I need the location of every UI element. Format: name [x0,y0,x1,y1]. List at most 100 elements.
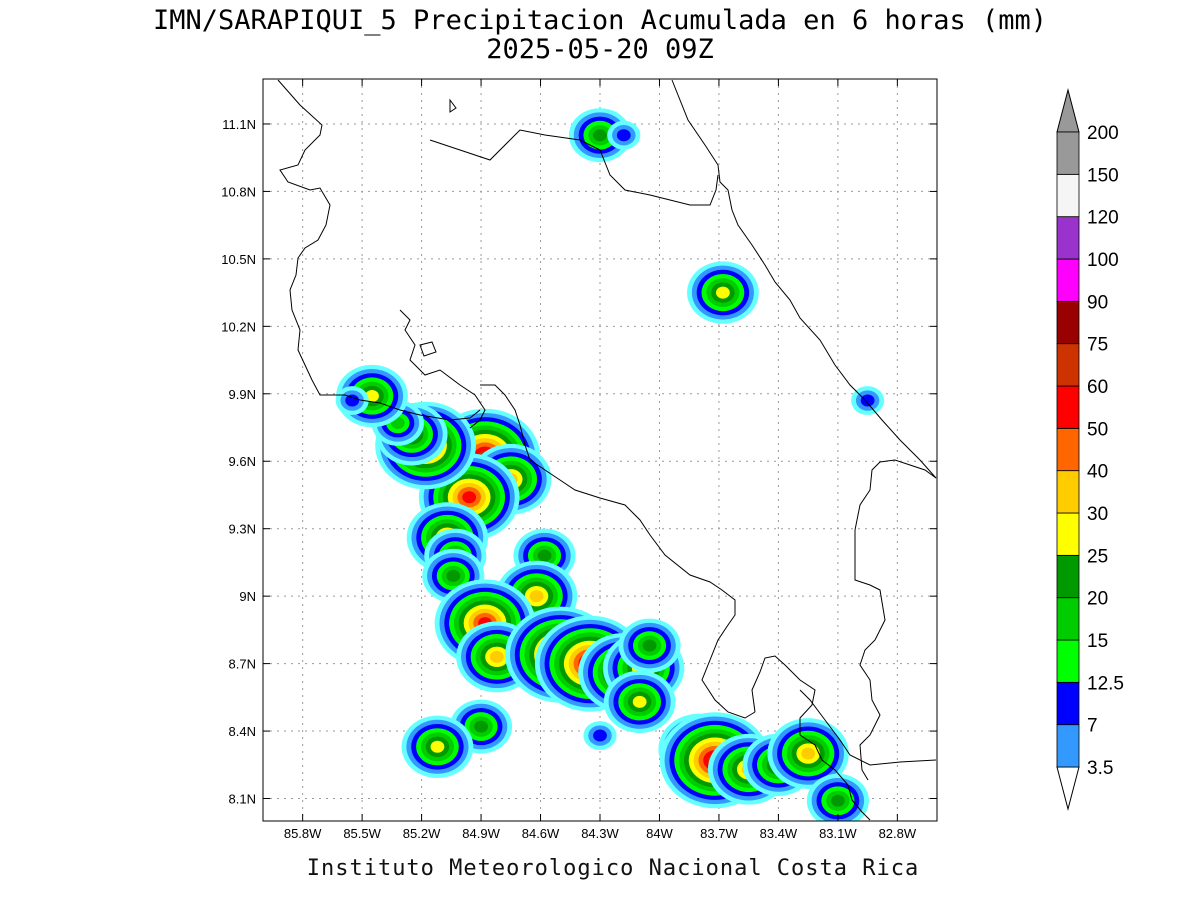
precip-cell [583,721,617,750]
precip-contour-25 [537,549,552,562]
legend-swatch-150 [1056,173,1080,218]
y-tick-label: 9.3N [229,522,256,537]
legend-label: 7 [1087,716,1098,737]
legend-label: 40 [1087,462,1108,483]
lake-shore [449,98,457,113]
colorbar-legend: 3.5 7 12.5 15 20 25 30 40 50 60 75 90 100 120 150 200 [1056,88,1124,811]
y-tick-label: 11.1N [222,117,256,132]
precip-cell [401,715,474,778]
legend-swatch-75 [1056,343,1080,387]
golfo-dulce-coast [799,689,937,766]
precip-contour-30 [430,740,445,753]
x-tick-label: 84.6W [522,826,560,841]
precip-contour-25 [446,569,461,582]
y-tick-label: 10.5N [221,252,256,267]
precip-cell [806,773,869,821]
legend-arrow-high [1056,88,1080,133]
y-tick-label: 9N [239,589,256,604]
precip-contour-60 [462,491,477,504]
footer-credit: Instituto Meteorologico Nacional Costa R… [306,856,920,881]
precip-contour-12.5 [860,394,875,407]
osa-peninsula [751,655,871,821]
legend-label: 25 [1087,546,1108,567]
x-tick-label: 84.3W [581,826,619,841]
legend-swatch-40 [1056,470,1080,514]
legend-label: 12.5 [1087,673,1124,694]
y-tick-label: 10.8N [221,184,256,199]
legend-label: 150 [1087,165,1119,186]
legend-label: 200 [1087,123,1119,144]
y-tick-label: 8.1N [229,792,256,807]
legend-swatch-15 [1056,639,1080,683]
precip-contour-40 [801,747,816,760]
x-tick-label: 82.8W [879,826,917,841]
legend-label: 20 [1087,589,1108,610]
legend-swatch-60 [1056,385,1080,429]
y-tick-label: 8.4N [229,724,256,739]
x-tick-label: 85.5W [343,826,381,841]
x-tick-label: 84W [646,826,673,841]
legend-label: 90 [1087,292,1108,313]
precip-contour-25 [593,129,607,142]
legend-swatch-120 [1056,216,1080,260]
legend-swatch-100 [1056,258,1080,302]
y-tick-label: 9.9N [229,387,256,402]
legend-label: 50 [1087,419,1108,440]
legend-swatch-30 [1056,512,1080,556]
precip-cell [603,670,676,734]
precip-contour-25 [474,720,488,733]
x-tick-label: 83.7W [700,826,738,841]
y-tick-label: 9.6N [229,454,256,469]
precip-contour-40 [529,590,544,603]
precip-cell [767,718,849,789]
precip-contour-12.5 [616,129,631,142]
legend-label: 60 [1087,377,1108,398]
precip-cell [687,261,759,324]
puntarenas-coast [480,384,756,719]
precipitation-field [335,108,885,821]
x-tick-label: 84.9W [462,826,500,841]
precip-contour-12.5 [593,729,607,742]
legend-label: 75 [1087,335,1108,356]
precip-contour-30 [716,286,730,299]
precip-contour-25 [830,794,845,807]
nicoya-gulf-coast [399,309,486,429]
nicaragua-pacific-coast [277,79,481,421]
x-axis-ticks: 85.8W 85.5W 85.2W 84.9W 84.6W 84.3W 84W 83.7W 83… [284,79,917,841]
x-tick-label: 83.4W [760,826,798,841]
y-tick-label: 10.2N [221,319,256,334]
legend-swatch-50 [1056,427,1080,472]
legend-swatch-20 [1056,597,1080,641]
precip-cell [568,108,632,163]
x-tick-label: 83.1W [819,826,857,841]
legend-swatch-12.5 [1056,681,1080,726]
map-title: IMN/SARAPIQUI_5 Precipitacion Acumulada … [152,5,1048,36]
y-axis-ticks: 8.1N 8.4N 8.7N 9N 9.3N 9.6N 9.9N 10.2N 10.5N 10.8… [221,117,937,807]
precip-contour-12.5 [345,394,360,407]
caribbean-coast [671,79,937,479]
legend-label: 100 [1087,250,1119,271]
legend-swatch-90 [1056,300,1080,345]
coastlines [277,79,937,821]
map-subtitle-date: 2025-05-20 09Z [486,34,714,65]
precip-cell [851,386,885,415]
legend-swatch-200 [1056,131,1080,175]
precip-cell [607,120,641,150]
precip-cell [618,618,681,673]
legend-label: 120 [1087,208,1119,229]
x-tick-label: 85.2W [403,826,441,841]
precip-contour-30 [632,695,647,708]
x-tick-label: 85.8W [284,826,322,841]
y-tick-label: 8.7N [229,657,256,672]
legend-label: 3.5 [1087,758,1113,779]
legend-swatch-7 [1056,724,1080,768]
legend-swatch-25 [1056,554,1080,599]
legend-label: 30 [1087,504,1108,525]
nicoya-island [419,341,437,357]
legend-label: 15 [1087,631,1108,652]
legend-arrow-low [1056,766,1080,811]
precip-contour-25 [642,639,657,652]
nicaragua-river-border [429,129,719,206]
precip-contour-40 [490,650,504,663]
